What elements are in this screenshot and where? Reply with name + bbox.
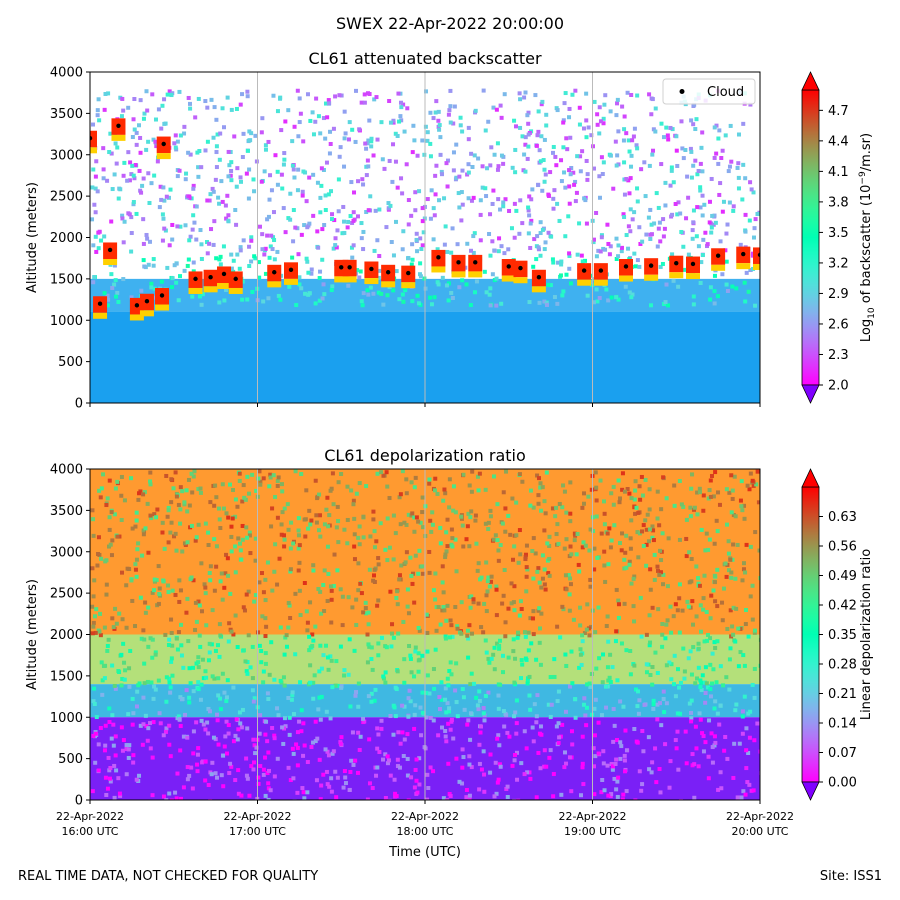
colorbar-tick-label: 4.4: [828, 134, 849, 149]
colorbar-extend-min: [801, 384, 820, 404]
colorbar-tick-label: 2.6: [828, 317, 849, 332]
y-tick-label: 3500: [50, 504, 83, 519]
x-tick-label: 19:00 UTC: [564, 825, 621, 838]
y-tick-label: 500: [58, 355, 83, 370]
y-tick-label: 4000: [50, 66, 83, 81]
legend: Cloud: [662, 78, 756, 105]
x-tick-label: 17:00 UTC: [229, 825, 286, 838]
colorbar-tick-label: 0.28: [828, 658, 857, 673]
colorbar-tick-label: 2.3: [828, 348, 849, 363]
colorbar-tick-label: 0.42: [828, 599, 857, 614]
y-tick-label: 3500: [50, 107, 83, 122]
figure-title: SWEX 22-Apr-2022 20:00:00: [335, 14, 564, 33]
y-tick-label: 1000: [50, 314, 83, 329]
axes-title: CL61 attenuated backscatter: [308, 49, 542, 68]
quality-disclaimer: REAL TIME DATA, NOT CHECKED FOR QUALITY: [18, 869, 319, 884]
colorbar-extend-max: [801, 468, 820, 488]
colorbar-tick-label: 2.9: [828, 287, 849, 302]
colorbar-tick-label: 0.21: [828, 687, 857, 702]
y-axis-label: Altitude (meters): [25, 579, 40, 690]
y-tick-label: 0: [75, 794, 83, 809]
colorbar-tick-label: 3.2: [828, 256, 849, 271]
y-tick-label: 2000: [50, 231, 83, 246]
colorbar-tick-label: 0.63: [828, 510, 857, 525]
y-tick-label: 1500: [50, 272, 83, 287]
y-tick-label: 4000: [50, 463, 83, 478]
colorbar-tick-label: 3.5: [828, 226, 849, 241]
colorbar-tick-label: 0.07: [828, 746, 857, 761]
x-tick-label: 22-Apr-2022: [223, 810, 291, 823]
heatmap-image: [90, 469, 760, 800]
colorbar: 0.00 0.07 0.14 0.21 0.28 0.35 0.42 0.49 0.56 0.63…: [801, 468, 874, 801]
colorbar-label: Log10 of backscatter (10−9/m.sr): [858, 133, 877, 342]
colorbar-tick-label: 0.00: [828, 776, 857, 791]
colorbar-extend-min: [801, 781, 820, 801]
x-tick-label: 22-Apr-2022: [56, 810, 124, 823]
colorbar-tick-label: 4.1: [828, 165, 849, 180]
colorbar-tick-label: 2.0: [828, 379, 849, 394]
y-tick-label: 3000: [50, 148, 83, 163]
site-label: Site: ISS1: [819, 869, 882, 884]
y-axis-label: Altitude (meters): [25, 182, 40, 293]
y-tick-label: 500: [58, 752, 83, 767]
axes-title: CL61 depolarization ratio: [324, 446, 526, 465]
colorbar-tick-label: 4.7: [828, 104, 849, 119]
y-tick-label: 3000: [50, 545, 83, 560]
y-tick-label: 1000: [50, 711, 83, 726]
x-tick-label: 18:00 UTC: [396, 825, 453, 838]
x-axis-label: Time (UTC): [388, 845, 461, 860]
colorbar-label: Linear depolarization ratio: [859, 549, 874, 720]
x-tick-label: 16:00 UTC: [61, 825, 118, 838]
y-tick-label: 0: [75, 397, 83, 412]
legend-label: Cloud: [707, 85, 744, 100]
backscatter-panel: CL61 attenuated backscatter 0 500 1000 1500 2…: [25, 49, 877, 412]
colorbar-tick-label: 0.56: [828, 540, 857, 555]
colorbar-tick-label: 3.8: [828, 195, 849, 210]
colorbar-tick-label: 0.14: [828, 717, 857, 732]
y-tick-label: 2500: [50, 587, 83, 602]
y-tick-label: 1500: [50, 669, 83, 684]
y-tick-label: 2000: [50, 628, 83, 643]
colorbar-extend-max: [801, 71, 820, 91]
x-tick-label: 22-Apr-2022: [558, 810, 626, 823]
x-tick-label: 22-Apr-2022: [726, 810, 794, 823]
x-tick-label: 22-Apr-2022: [391, 810, 459, 823]
y-tick-label: 2500: [50, 190, 83, 205]
colorbar: 2.0 2.3 2.6 2.9 3.2 3.5 3.8 4.1 4.4 4.7 Log10 of b…: [801, 71, 877, 404]
colorbar-tick-label: 0.35: [828, 628, 857, 643]
colorbar-tick-label: 0.49: [828, 569, 857, 584]
depolarization-panel: CL61 depolarization ratio 0 500 1000 1500 200…: [25, 446, 874, 860]
x-tick-label: 20:00 UTC: [731, 825, 788, 838]
legend-marker: [679, 89, 685, 94]
